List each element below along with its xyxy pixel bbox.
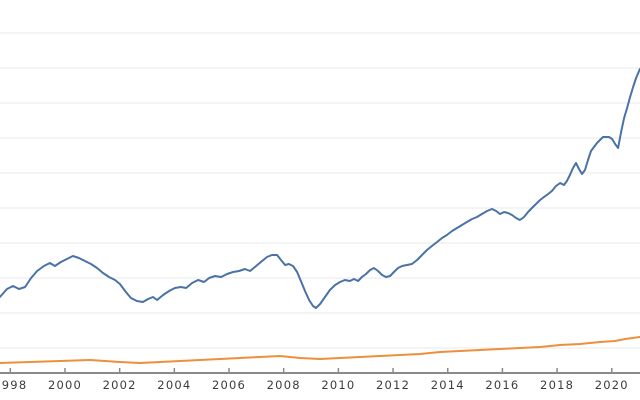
x-tick-label: 1998 [0, 378, 27, 392]
x-tick-label: 2010 [321, 378, 355, 392]
x-tick-label: 2006 [212, 378, 246, 392]
x-tick-label: 2016 [485, 378, 519, 392]
blue-series-line [0, 68, 640, 309]
x-tick-label: 2018 [540, 378, 574, 392]
x-tick-label: 2020 [595, 378, 629, 392]
x-tick-label: 2008 [267, 378, 301, 392]
x-tick-label: 2002 [103, 378, 137, 392]
x-tick-label: 2004 [157, 378, 191, 392]
x-tick-label: 2014 [431, 378, 465, 392]
x-axis: 1998 2000 2002 2004 2006 2008 2010 2012 2014 2016… [0, 368, 640, 392]
series-lines [0, 68, 640, 364]
x-tick-label: 2012 [376, 378, 410, 392]
orange-series-line [0, 336, 640, 364]
gridlines [0, 32, 640, 349]
x-tick-label: 2000 [48, 378, 82, 392]
